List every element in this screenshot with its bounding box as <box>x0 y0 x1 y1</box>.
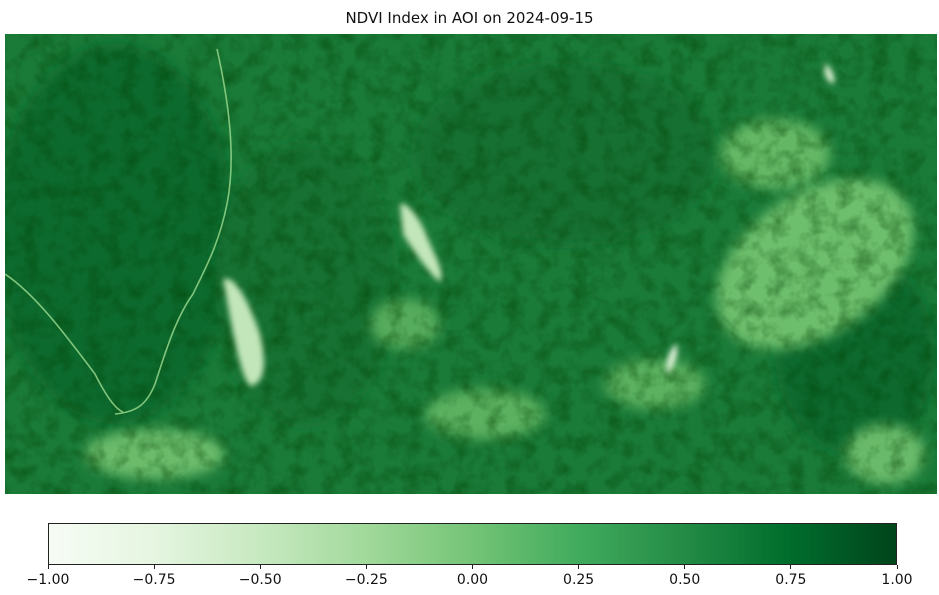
colorbar-tick-label: −0.50 <box>238 572 282 588</box>
colorbar-tick <box>472 565 473 569</box>
colorbar-tick <box>365 565 367 569</box>
colorbar-tick-label: 0.25 <box>563 572 595 588</box>
river <box>5 48 232 415</box>
colorbar <box>48 523 897 565</box>
colorbar-tick-label: 0.00 <box>456 572 489 588</box>
water-bodies <box>223 64 835 386</box>
colorbar-tick-label: 0.75 <box>775 572 807 588</box>
colorbar-tick <box>790 565 792 569</box>
colorbar-tick-label: 0.50 <box>669 572 701 588</box>
colorbar-tick-label: 1.00 <box>881 572 913 588</box>
colorbar-tick <box>259 565 261 569</box>
map-title: NDVI Index in AOI on 2024-09-15 <box>345 9 594 27</box>
colorbar-tick-label: −0.75 <box>132 572 176 588</box>
colorbar-tick-label: −1.00 <box>26 572 70 588</box>
colorbar-tick <box>578 565 580 569</box>
colorbar-tick <box>896 565 898 569</box>
colorbar-tick-label: −0.25 <box>344 572 388 588</box>
colorbar-axis: −1.00 −0.75 −0.50 −0.25 0.00 0.25 0.50 0.75 1.00 <box>0 565 939 595</box>
colorbar-tick <box>684 565 686 569</box>
colorbar-tick <box>47 565 49 569</box>
colorbar-tick <box>153 565 155 569</box>
ndvi-raster-map <box>5 34 937 494</box>
